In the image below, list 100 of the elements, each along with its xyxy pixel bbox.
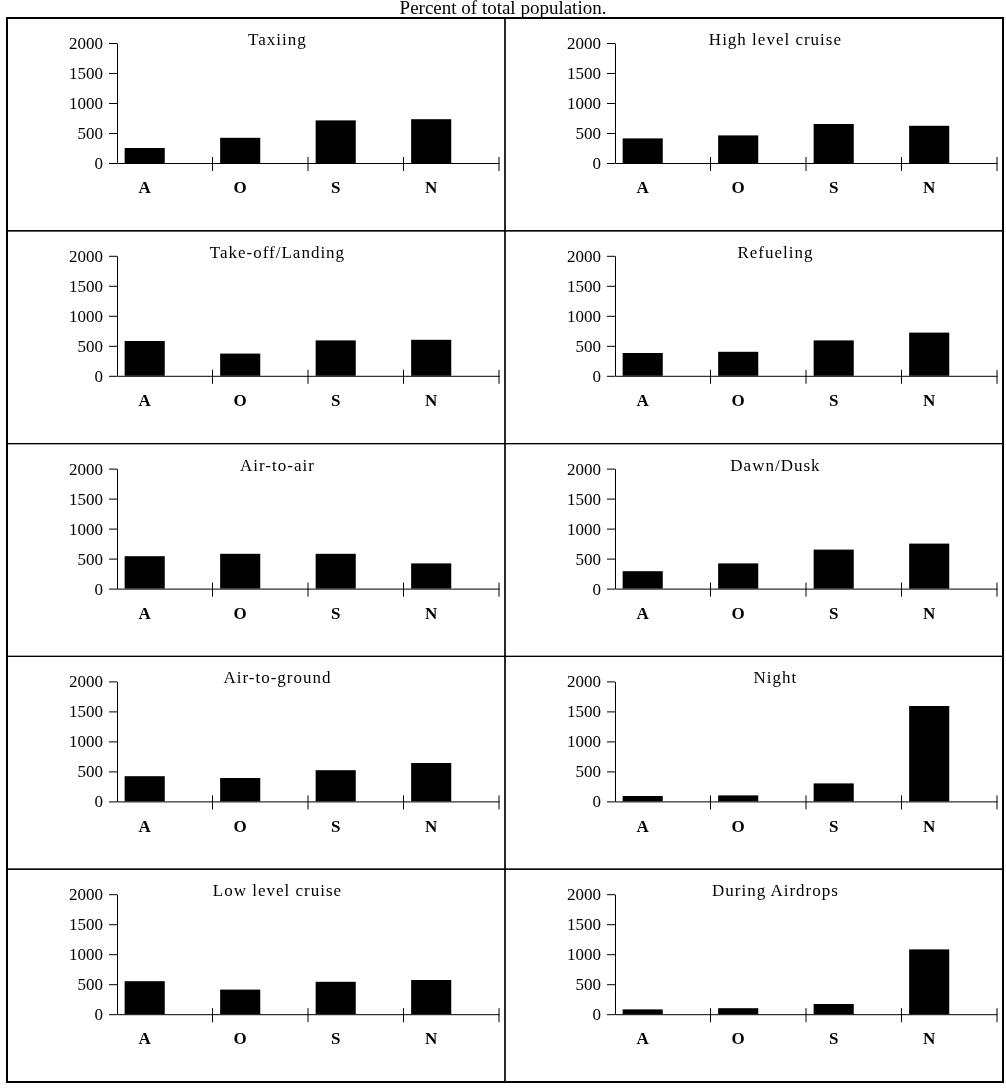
x-tick-label: O: [233, 1029, 247, 1049]
x-tick-label: N: [923, 816, 937, 836]
chart-title: Refueling: [737, 242, 814, 262]
x-tick-label: N: [425, 178, 439, 198]
y-tick-label: 1500: [567, 702, 601, 722]
chart-title: Night: [753, 668, 798, 688]
y-tick-label: 1000: [567, 945, 601, 965]
x-tick-label: A: [636, 816, 650, 836]
x-tick-label: S: [828, 178, 839, 198]
x-tick-label: N: [923, 391, 937, 410]
x-tick-label: A: [138, 1029, 152, 1049]
y-tick-label: 0: [94, 579, 103, 599]
y-tick-label: 1000: [69, 732, 103, 752]
y-tick-label: 2000: [69, 459, 103, 479]
y-tick-label: 0: [592, 1005, 601, 1025]
y-tick-label: 1500: [69, 702, 103, 722]
y-tick-label: 1000: [567, 306, 601, 326]
x-tick-label: O: [233, 816, 247, 836]
y-tick-label: 2000: [567, 459, 601, 479]
y-tick-label: 500: [575, 975, 601, 995]
y-tick-label: 1500: [69, 276, 103, 296]
x-tick-label: O: [233, 391, 247, 410]
y-tick-label: 500: [77, 549, 103, 569]
text: Percent of total population.: [399, 0, 607, 18]
y-tick-label: 0: [94, 153, 103, 173]
y-tick-label: 2000: [69, 33, 103, 53]
y-tick-label: 1000: [69, 945, 103, 965]
x-tick-label: N: [923, 603, 937, 623]
x-tick-label: A: [636, 1029, 650, 1049]
x-tick-label: A: [636, 603, 650, 623]
y-tick-label: 0: [592, 792, 601, 812]
y-tick-label: 500: [77, 336, 103, 356]
x-tick-label: S: [330, 178, 341, 198]
chart-title: Air-to-air: [240, 455, 315, 475]
y-tick-label: 1000: [567, 519, 601, 539]
y-tick-label: 1500: [69, 63, 103, 83]
x-tick-label: O: [731, 178, 745, 198]
x-tick-label: S: [828, 816, 839, 836]
x-tick-label: S: [828, 603, 839, 623]
y-tick-label: 0: [592, 366, 601, 386]
x-tick-label: N: [923, 178, 937, 198]
x-tick-label: S: [330, 1029, 341, 1049]
y-tick-label: 2000: [69, 672, 103, 692]
chart-title: Low level cruise: [212, 881, 343, 901]
y-tick-label: 2000: [567, 33, 601, 53]
y-tick-label: 1000: [69, 93, 103, 113]
y-tick-label: 1500: [69, 915, 103, 935]
x-tick-label: N: [923, 1029, 937, 1049]
y-tick-label: 2000: [567, 672, 601, 692]
y-tick-label: 0: [592, 153, 601, 173]
y-tick-label: 1000: [69, 306, 103, 326]
x-tick-label: A: [138, 391, 152, 410]
x-tick-label: N: [425, 603, 439, 623]
x-tick-label: O: [731, 391, 745, 410]
chart-title: Air-to-ground: [223, 668, 332, 688]
chart-title: Taxiing: [248, 30, 307, 49]
y-tick-label: 500: [575, 762, 601, 782]
y-tick-label: 0: [94, 792, 103, 812]
x-tick-label: A: [138, 816, 152, 836]
x-tick-label: A: [636, 391, 650, 410]
y-tick-label: 500: [575, 123, 601, 143]
y-tick-label: 1500: [567, 489, 601, 509]
x-tick-label: O: [731, 1029, 745, 1049]
y-tick-label: 500: [77, 975, 103, 995]
x-tick-label: N: [425, 816, 439, 836]
x-tick-label: A: [138, 178, 152, 198]
x-tick-label: S: [330, 816, 341, 836]
x-tick-label: S: [330, 391, 341, 410]
chart-title: Take-off/Landing: [209, 242, 346, 262]
x-tick-label: O: [233, 178, 247, 198]
y-tick-label: 1000: [567, 93, 601, 113]
x-tick-label: O: [731, 816, 745, 836]
y-tick-label: 0: [94, 1005, 103, 1025]
x-tick-label: S: [828, 391, 839, 410]
x-tick-label: S: [330, 603, 341, 623]
y-tick-label: 500: [575, 549, 601, 569]
y-tick-label: 1000: [69, 519, 103, 539]
y-tick-label: 500: [575, 336, 601, 356]
y-tick-label: 500: [77, 762, 103, 782]
y-tick-label: 1500: [567, 915, 601, 935]
x-tick-label: A: [636, 178, 650, 198]
y-tick-label: 2000: [69, 885, 103, 905]
x-tick-label: A: [138, 603, 152, 623]
y-tick-label: 2000: [567, 885, 601, 905]
x-tick-label: O: [233, 603, 247, 623]
x-tick-label: S: [828, 1029, 839, 1049]
x-tick-label: O: [731, 603, 745, 623]
y-tick-label: 1000: [567, 732, 601, 752]
y-tick-label: 2000: [69, 246, 103, 266]
chart-title: During Airdrops: [711, 881, 839, 901]
x-tick-label: N: [425, 1029, 439, 1049]
chart-title: High level cruise: [708, 30, 843, 49]
y-tick-label: 2000: [567, 246, 601, 266]
y-tick-label: 0: [592, 579, 601, 599]
y-tick-label: 0: [94, 366, 103, 386]
y-tick-label: 1500: [69, 489, 103, 509]
x-tick-label: N: [425, 391, 439, 410]
y-tick-label: 1500: [567, 276, 601, 296]
y-tick-label: 500: [77, 123, 103, 143]
y-tick-label: 1500: [567, 63, 601, 83]
